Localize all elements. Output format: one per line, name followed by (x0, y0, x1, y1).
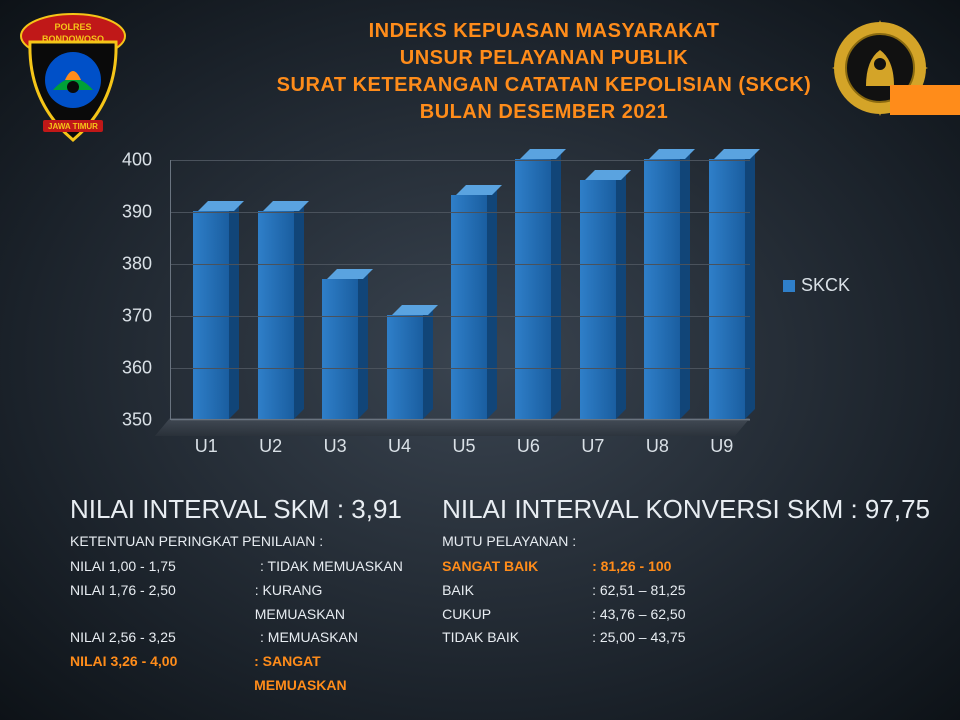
right-metrics-column: NILAI INTERVAL KONVERSI SKM : 97,75 MUTU… (442, 494, 930, 698)
rating-value: : 81,26 - 100 (592, 555, 671, 579)
x-label-U1: U1 (195, 436, 218, 457)
right-subtitle: MUTU PELAYANAN : (442, 533, 930, 549)
bar-U7 (580, 180, 616, 419)
bars-container (171, 160, 750, 419)
x-label-U8: U8 (646, 436, 669, 457)
rating-value: : 25,00 – 43,75 (592, 626, 685, 650)
rating-value: : KURANG MEMUASKAN (255, 579, 412, 627)
bar-U1 (193, 211, 229, 419)
left-metrics-column: NILAI INTERVAL SKM : 3,91 KETENTUAN PERI… (70, 494, 412, 698)
rating-label: CUKUP (442, 603, 592, 627)
bar-U2 (258, 211, 294, 419)
rating-row: TIDAK BAIK: 25,00 – 43,75 (442, 626, 930, 650)
header: POLRES BONDOWOSO JAWA TIMUR INDEKS KEPUA… (0, 0, 960, 142)
rating-row: CUKUP: 43,76 – 62,50 (442, 603, 930, 627)
rating-label: BAIK (442, 579, 592, 603)
x-label-U5: U5 (452, 436, 475, 457)
y-tick-label: 390 (122, 202, 152, 223)
rating-row: BAIK: 62,51 – 81,25 (442, 579, 930, 603)
rating-value: : 43,76 – 62,50 (592, 603, 685, 627)
rating-row: NILAI 1,00 - 1,75: TIDAK MEMUASKAN (70, 555, 412, 579)
skck-bar-chart: 350360370380390400 U1U2U3U4U5U6U7U8U9 SK… (90, 160, 870, 470)
metrics-section: NILAI INTERVAL SKM : 3,91 KETENTUAN PERI… (0, 470, 960, 698)
rating-row: SANGAT BAIK: 81,26 - 100 (442, 555, 930, 579)
rating-value: : MEMUASKAN (260, 626, 358, 650)
rating-label: NILAI 2,56 - 3,25 (70, 626, 260, 650)
rating-row: NILAI 1,76 - 2,50: KURANG MEMUASKAN (70, 579, 412, 627)
y-axis: 350360370380390400 (90, 160, 160, 420)
x-label-U3: U3 (324, 436, 347, 457)
grid-line (171, 264, 750, 265)
rating-label: NILAI 1,00 - 1,75 (70, 555, 260, 579)
polres-badge: POLRES BONDOWOSO JAWA TIMUR (18, 12, 128, 142)
bar-U8 (644, 159, 680, 419)
bar-U5 (451, 195, 487, 419)
x-label-U9: U9 (710, 436, 733, 457)
x-label-U2: U2 (259, 436, 282, 457)
bar-U6 (515, 159, 551, 419)
y-tick-label: 350 (122, 410, 152, 431)
grid-line (171, 160, 750, 161)
x-label-U4: U4 (388, 436, 411, 457)
interval-skm-title: NILAI INTERVAL SKM : 3,91 (70, 494, 412, 525)
legend-label: SKCK (801, 275, 850, 296)
badge-bottom-text: JAWA TIMUR (48, 122, 98, 131)
left-subtitle: KETENTUAN PERINGKAT PENILAIAN : (70, 533, 412, 549)
y-tick-label: 360 (122, 358, 152, 379)
grid-line (171, 212, 750, 213)
x-label-U6: U6 (517, 436, 540, 457)
x-label-U7: U7 (581, 436, 604, 457)
plot-area (170, 160, 750, 420)
bar-U9 (709, 159, 745, 419)
bar-U4 (387, 315, 423, 419)
badge-mid-text: BONDOWOSO (42, 34, 104, 44)
rating-label: NILAI 3,26 - 4,00 (70, 650, 254, 698)
y-tick-label: 380 (122, 254, 152, 275)
bar-U3 (322, 279, 358, 419)
interval-konversi-title: NILAI INTERVAL KONVERSI SKM : 97,75 (442, 494, 930, 525)
rating-value: : 62,51 – 81,25 (592, 579, 685, 603)
grid-line (171, 316, 750, 317)
rating-value: : TIDAK MEMUASKAN (260, 555, 403, 579)
grid-line (171, 420, 750, 421)
rating-label: SANGAT BAIK (442, 555, 592, 579)
legend-swatch (783, 280, 795, 292)
rating-label: TIDAK BAIK (442, 626, 592, 650)
rating-label: NILAI 1,76 - 2,50 (70, 579, 255, 627)
rating-row: NILAI 3,26 - 4,00: SANGAT MEMUASKAN (70, 650, 412, 698)
x-axis-labels: U1 U2 U3 U4 U5 U6 U7 U8 U9 (170, 436, 750, 460)
right-rating-rows: SANGAT BAIK: 81,26 - 100BAIK: 62,51 – 81… (442, 555, 930, 650)
orange-accent-bar (890, 85, 960, 115)
y-tick-label: 400 (122, 150, 152, 171)
y-tick-label: 370 (122, 306, 152, 327)
rating-value: : SANGAT MEMUASKAN (254, 650, 412, 698)
rating-row: NILAI 2,56 - 3,25: MEMUASKAN (70, 626, 412, 650)
left-rating-rows: NILAI 1,00 - 1,75: TIDAK MEMUASKANNILAI … (70, 555, 412, 698)
badge-top-text: POLRES (54, 22, 91, 32)
chart-legend: SKCK (783, 275, 850, 296)
grid-line (171, 368, 750, 369)
